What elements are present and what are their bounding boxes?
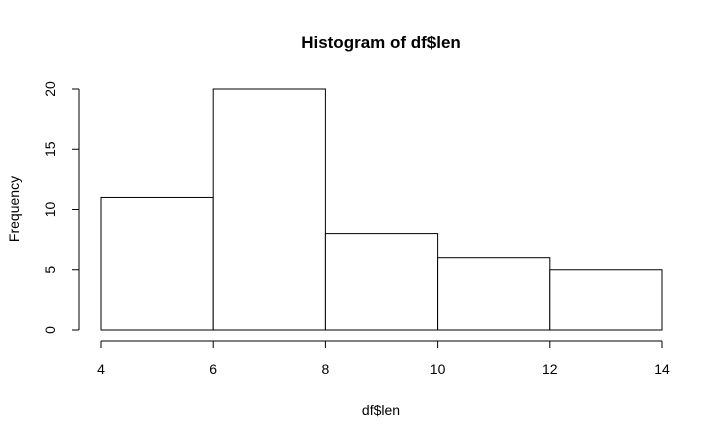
y-tick-label: 15 <box>42 141 58 157</box>
x-tick-label: 6 <box>209 361 217 377</box>
y-axis-label: Frequency <box>6 176 22 242</box>
y-tick-label: 5 <box>42 266 58 274</box>
histogram-bar-5 <box>549 269 663 331</box>
x-tick-label: 8 <box>322 361 330 377</box>
histogram-bar-1 <box>100 196 214 331</box>
histogram-bar-2 <box>212 88 326 331</box>
bars-group <box>100 88 663 331</box>
histogram-bar-3 <box>324 233 439 331</box>
y-tick-label: 10 <box>42 202 58 218</box>
x-tick-label: 4 <box>97 361 105 377</box>
x-tick-label: 12 <box>542 361 558 377</box>
x-axis-label: df$len <box>362 402 400 418</box>
y-tick-label: 20 <box>42 81 58 97</box>
x-axis: 4 6 8 10 12 14 <box>97 340 670 377</box>
x-tick-label: 14 <box>654 361 670 377</box>
y-tick-label: 0 <box>42 326 58 334</box>
y-axis: 0 5 10 15 20 <box>42 81 80 334</box>
chart-title: Histogram of df$len <box>301 33 461 52</box>
x-tick-label: 10 <box>430 361 446 377</box>
histogram-bar-4 <box>437 257 551 331</box>
